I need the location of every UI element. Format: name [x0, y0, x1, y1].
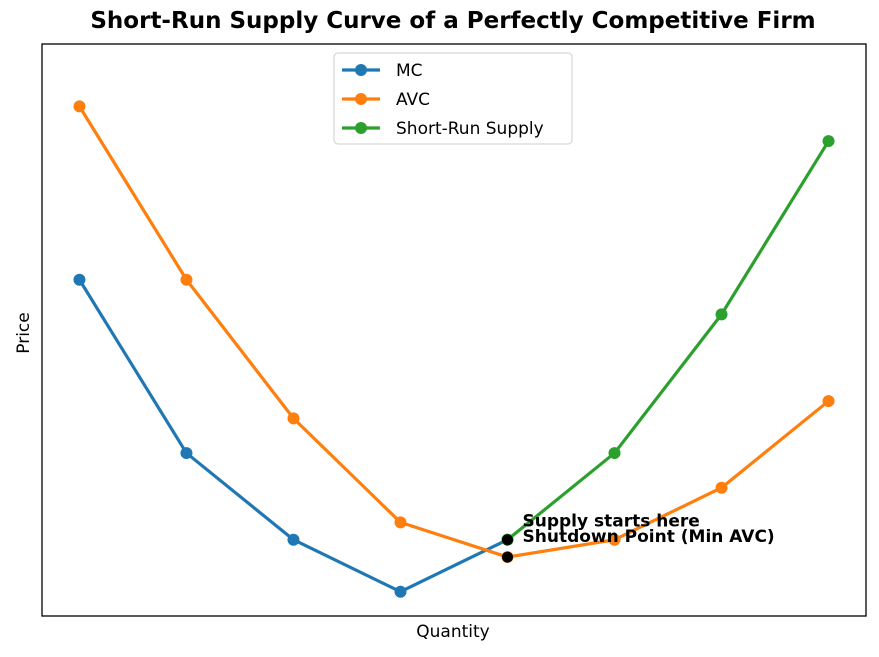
short-run-supply-point	[608, 447, 621, 460]
avc-point	[715, 481, 728, 494]
avc-series-line	[78, 105, 830, 559]
legend-label: AVC	[396, 90, 430, 110]
avc-point	[394, 516, 407, 529]
mc-point	[180, 447, 193, 460]
legend: MC AVC Short-Run Supply	[333, 52, 573, 145]
annotation-marker	[502, 534, 514, 546]
short-run-supply-series-line	[506, 140, 830, 541]
annotation-marker	[502, 551, 514, 563]
avc-point	[608, 533, 621, 546]
legend-swatch-marker	[355, 93, 367, 105]
legend-swatch-marker	[355, 122, 367, 134]
legend-label: Short-Run Supply	[396, 119, 544, 139]
chart-title: Short-Run Supply Curve of a Perfectly Co…	[90, 8, 816, 34]
annotation-label: Supply starts here	[523, 512, 700, 532]
mc-point	[73, 273, 86, 286]
short-run-supply-point	[715, 308, 728, 321]
avc-point	[287, 412, 300, 425]
avc-point	[822, 395, 835, 408]
legend-swatch-marker	[355, 64, 367, 76]
legend-box	[333, 52, 573, 145]
annotation-label: Shutdown Point (Min AVC)	[523, 527, 775, 547]
avc-point	[73, 100, 86, 113]
legend-label: MC	[396, 61, 423, 81]
mc-point	[394, 585, 407, 598]
series-layer	[73, 100, 835, 598]
x-axis-label: Quantity	[416, 622, 490, 642]
avc-point	[180, 273, 193, 286]
short-run-supply-point	[822, 135, 835, 148]
mc-point	[287, 533, 300, 546]
plot-area-frame	[41, 43, 867, 617]
